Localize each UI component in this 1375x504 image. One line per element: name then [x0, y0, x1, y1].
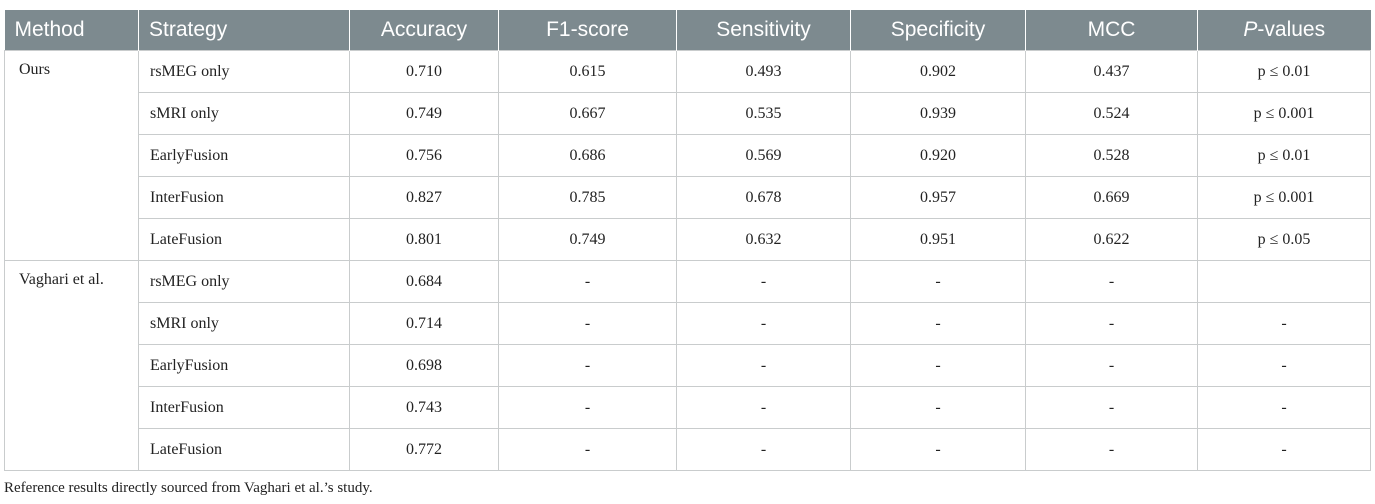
strategy-cell: sMRI only: [138, 302, 350, 345]
header-mcc: MCC: [1025, 10, 1198, 51]
mcc-cell: 0.437: [1025, 50, 1198, 93]
strategy-cell: LateFusion: [138, 218, 350, 261]
f1-cell: -: [498, 302, 677, 345]
accuracy-cell: 0.827: [349, 176, 499, 219]
p-value-cell: [1197, 260, 1371, 303]
strategy-cell: rsMEG only: [138, 50, 350, 93]
strategy-cell: InterFusion: [138, 176, 350, 219]
table-row: EarlyFusion 0.756 0.686 0.569 0.920 0.52…: [5, 134, 1371, 177]
table-header-row: Method Strategy Accuracy F1-score Sensit…: [4, 10, 1371, 51]
f1-cell: 0.686: [498, 134, 677, 177]
sensitivity-cell: -: [676, 302, 851, 345]
table-row: EarlyFusion 0.698 - - - - -: [5, 344, 1371, 387]
table-footnote: Reference results directly sourced from …: [4, 480, 373, 496]
accuracy-cell: 0.801: [349, 218, 499, 261]
accuracy-cell: 0.749: [349, 92, 499, 135]
p-value-cell: -: [1197, 428, 1371, 471]
specificity-cell: 0.902: [850, 50, 1026, 93]
table-row: LateFusion 0.772 - - - - -: [5, 428, 1371, 471]
strategy-cell: InterFusion: [138, 386, 350, 429]
p-value-cell: -: [1197, 344, 1371, 387]
specificity-cell: -: [850, 260, 1026, 303]
f1-cell: 0.785: [498, 176, 677, 219]
header-p-values-suffix: -values: [1257, 18, 1326, 41]
p-value-cell: -: [1197, 386, 1371, 429]
p-value-cell: p ≤ 0.001: [1197, 176, 1371, 219]
sensitivity-cell: 0.535: [676, 92, 851, 135]
mcc-cell: 0.528: [1025, 134, 1198, 177]
method-cell: Vaghari et al.: [4, 260, 139, 471]
p-value-cell: p ≤ 0.05: [1197, 218, 1371, 261]
sensitivity-cell: 0.569: [676, 134, 851, 177]
sensitivity-cell: -: [676, 428, 851, 471]
sensitivity-cell: -: [676, 260, 851, 303]
f1-cell: -: [498, 386, 677, 429]
table-row: Ours rsMEG only 0.710 0.615 0.493 0.902 …: [4, 50, 1371, 261]
specificity-cell: 0.957: [850, 176, 1026, 219]
table-row: sMRI only 0.714 - - - - -: [5, 302, 1371, 345]
table-row: LateFusion 0.801 0.749 0.632 0.951 0.622…: [5, 218, 1371, 261]
header-method: Method: [4, 10, 139, 51]
sensitivity-cell: -: [676, 344, 851, 387]
sensitivity-cell: 0.632: [676, 218, 851, 261]
mcc-cell: 0.669: [1025, 176, 1198, 219]
header-f1-score: F1-score: [498, 10, 677, 51]
table-row: InterFusion 0.743 - - - - -: [5, 386, 1371, 429]
header-p-values-italic: P: [1243, 18, 1258, 41]
p-value-cell: p ≤ 0.001: [1197, 92, 1371, 135]
accuracy-cell: 0.684: [349, 260, 499, 303]
f1-cell: -: [498, 428, 677, 471]
mcc-cell: -: [1025, 386, 1198, 429]
accuracy-cell: 0.756: [349, 134, 499, 177]
header-specificity: Specificity: [850, 10, 1026, 51]
p-value-cell: -: [1197, 302, 1371, 345]
f1-cell: 0.615: [498, 50, 677, 93]
specificity-cell: 0.951: [850, 218, 1026, 261]
sensitivity-cell: 0.678: [676, 176, 851, 219]
f1-cell: 0.667: [498, 92, 677, 135]
specificity-cell: 0.920: [850, 134, 1026, 177]
mcc-cell: -: [1025, 344, 1198, 387]
mcc-cell: 0.524: [1025, 92, 1198, 135]
accuracy-cell: 0.698: [349, 344, 499, 387]
sensitivity-cell: 0.493: [676, 50, 851, 93]
sensitivity-cell: -: [676, 386, 851, 429]
header-p-values: P-values: [1197, 10, 1371, 51]
table-row: sMRI only 0.749 0.667 0.535 0.939 0.524 …: [5, 92, 1371, 135]
specificity-cell: -: [850, 302, 1026, 345]
mcc-cell: -: [1025, 260, 1198, 303]
strategy-cell: EarlyFusion: [138, 134, 350, 177]
specificity-cell: -: [850, 344, 1026, 387]
strategy-cell: rsMEG only: [138, 260, 350, 303]
header-accuracy: Accuracy: [349, 10, 499, 51]
accuracy-cell: 0.743: [349, 386, 499, 429]
specificity-cell: -: [850, 428, 1026, 471]
table-row: Vaghari et al. rsMEG only 0.684 - - - -: [4, 260, 1371, 471]
p-value-cell: p ≤ 0.01: [1197, 134, 1371, 177]
method-cell: Ours: [4, 50, 139, 261]
mcc-cell: 0.622: [1025, 218, 1198, 261]
header-sensitivity: Sensitivity: [676, 10, 851, 51]
f1-cell: -: [498, 344, 677, 387]
mcc-cell: -: [1025, 302, 1198, 345]
accuracy-cell: 0.714: [349, 302, 499, 345]
accuracy-cell: 0.772: [349, 428, 499, 471]
f1-cell: -: [498, 260, 677, 303]
strategy-cell: sMRI only: [138, 92, 350, 135]
results-table: Method Strategy Accuracy F1-score Sensit…: [4, 10, 1371, 471]
f1-cell: 0.749: [498, 218, 677, 261]
p-value-cell: p ≤ 0.01: [1197, 50, 1371, 93]
results-table-container: Method Strategy Accuracy F1-score Sensit…: [4, 10, 1371, 471]
specificity-cell: 0.939: [850, 92, 1026, 135]
header-strategy: Strategy: [138, 10, 350, 51]
specificity-cell: -: [850, 386, 1026, 429]
table-row: InterFusion 0.827 0.785 0.678 0.957 0.66…: [5, 176, 1371, 219]
strategy-cell: LateFusion: [138, 428, 350, 471]
mcc-cell: -: [1025, 428, 1198, 471]
strategy-cell: EarlyFusion: [138, 344, 350, 387]
accuracy-cell: 0.710: [349, 50, 499, 93]
